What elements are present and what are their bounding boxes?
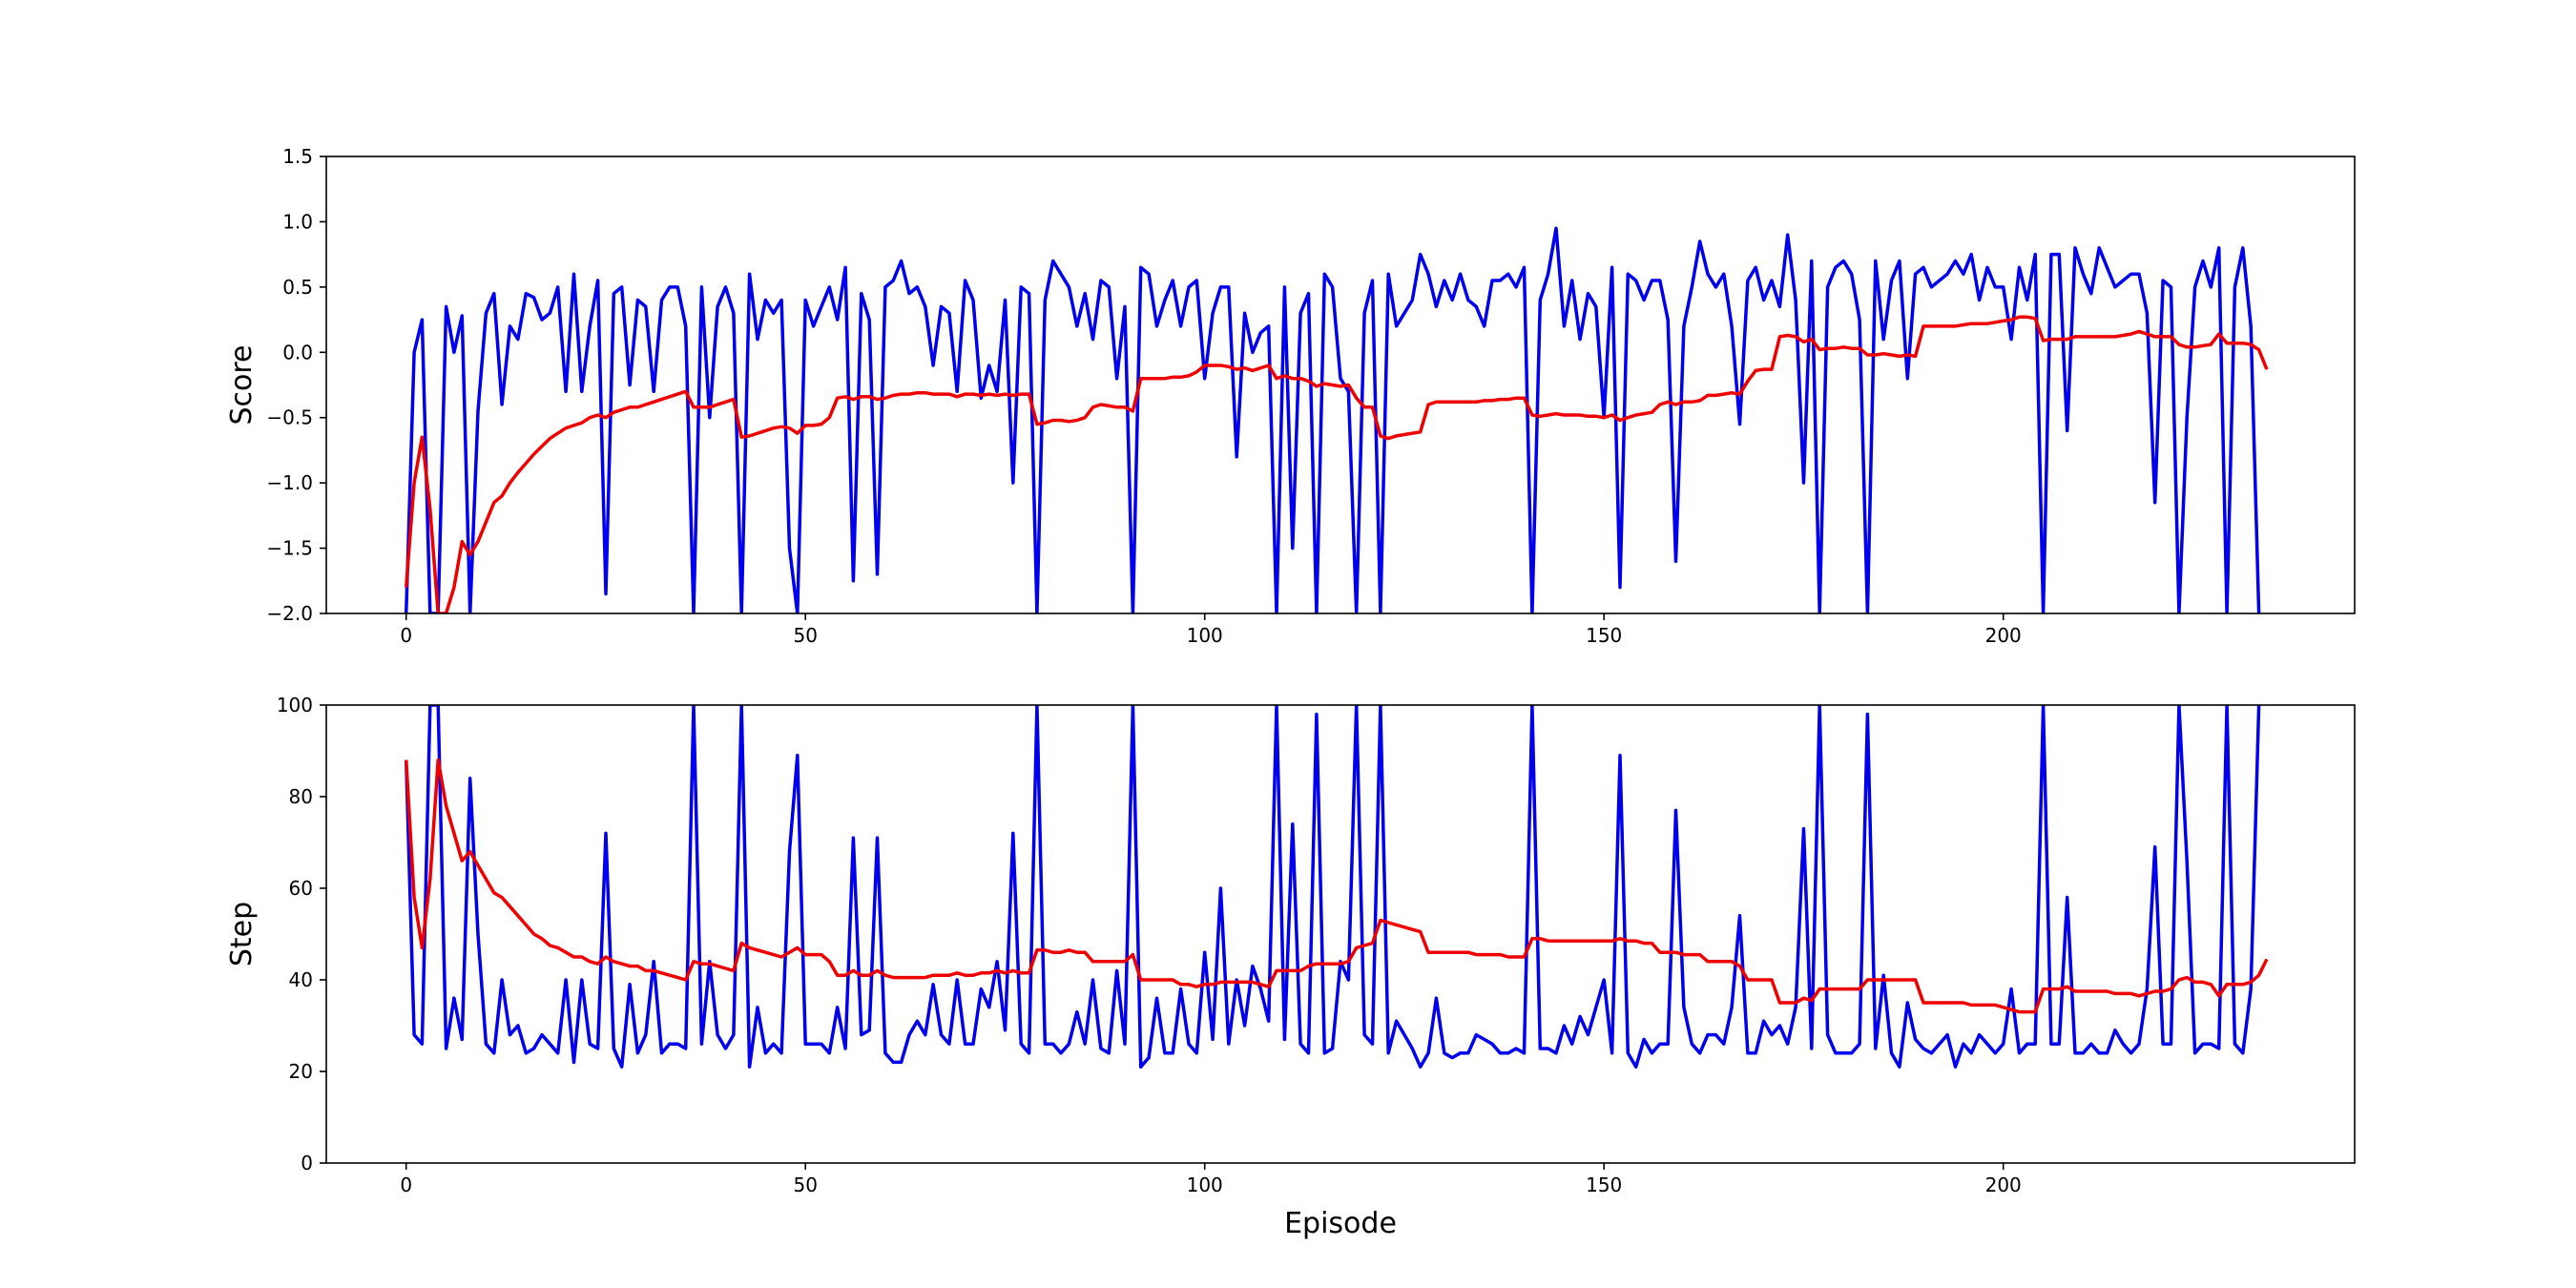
step-plot-frame [325, 704, 2356, 1164]
score-y-tick-label: 1.5 [282, 145, 313, 168]
score-y-tick-label: 0.5 [282, 276, 313, 299]
step-y-tick-label: 20 [289, 1060, 313, 1083]
step-y-axis-label: Step [225, 902, 259, 966]
score-x-tick-label: 200 [1985, 624, 2022, 647]
score-y-tick-label: −2.0 [266, 602, 313, 625]
step-x-axis-label: Episode [1284, 1207, 1397, 1240]
score-series-line-1 [404, 315, 2269, 613]
score-y-tick-label: −0.5 [266, 406, 313, 429]
step-series-line-0 [404, 705, 2261, 1069]
score-y-axis-label: Score [225, 344, 259, 425]
step-x-tick-label: 100 [1187, 1174, 1223, 1196]
step-x-tick-label: 150 [1586, 1174, 1622, 1196]
step-y-tick-label: 40 [289, 968, 313, 991]
step-series-group [404, 705, 2269, 1069]
score-x-tick-label: 150 [1586, 624, 1622, 647]
score-x-tick-label: 0 [400, 624, 412, 647]
step-y-tick-label: 100 [277, 694, 313, 717]
step-x-tick-label: 0 [400, 1174, 412, 1196]
score-y-tick-label: −1.0 [266, 471, 313, 494]
score-series-line-0 [404, 226, 2261, 613]
step-y-tick-label: 60 [289, 877, 313, 900]
step-x-tick-label: 200 [1985, 1174, 2022, 1196]
score-chart-panel: 0 50 100 150 200 −2.0 −1.5 −1.0 −0.5 0.0 0.5 1.0 1.5… [225, 145, 2356, 647]
step-y-tick-label: 80 [289, 785, 313, 808]
step-series-line-1 [404, 758, 2269, 1014]
score-y-tick-label: 1.0 [282, 210, 313, 233]
score-plot-frame [325, 156, 2356, 614]
score-y-tick-label: 0.0 [282, 341, 313, 364]
score-y-tick-label: −1.5 [266, 537, 313, 560]
step-chart-panel: 0 50 100 150 200 0 20 40 60 80 100 Step Episode [225, 694, 2356, 1240]
step-x-tick-label: 50 [793, 1174, 817, 1196]
step-y-tick-label: 0 [301, 1152, 313, 1174]
score-x-tick-label: 100 [1187, 624, 1223, 647]
score-x-tick-label: 50 [793, 624, 817, 647]
score-series-group [404, 226, 2269, 613]
